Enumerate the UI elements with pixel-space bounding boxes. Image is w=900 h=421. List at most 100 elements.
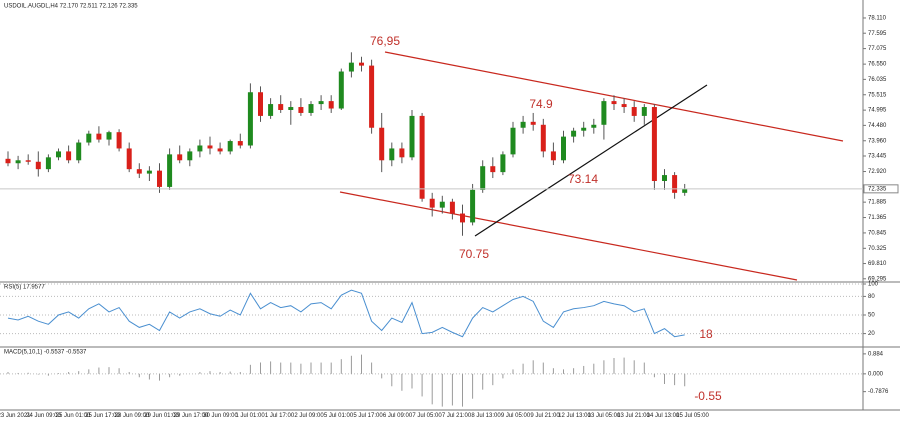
candle-body (56, 151, 61, 158)
candle-body (399, 148, 405, 158)
x-tick-label: 14 Jul 13:00 (647, 413, 680, 419)
candle-body (116, 132, 122, 149)
x-tick-label: 7 Jul 21:00 (442, 413, 472, 419)
y-tick-label: 50 (868, 313, 875, 319)
x-tick-label: 15 Jul 05:00 (676, 413, 709, 419)
y-tick-label: 73.445 (868, 154, 887, 160)
candle-body (106, 132, 112, 140)
chart-title: USDOIL.AUGDL,H4 72.170 72.511 72.126 72.… (4, 4, 138, 10)
candle-body (651, 107, 657, 181)
candle-body (369, 65, 375, 128)
y-tick-label: 20 (868, 331, 875, 337)
annotation: 74.9 (529, 97, 553, 111)
candle-body (379, 127, 385, 161)
candle-body (217, 148, 223, 152)
y-tick-label: 69.810 (868, 261, 887, 267)
y-tick-label: 77.075 (868, 46, 887, 52)
candle-body (429, 198, 435, 208)
x-tick-label: 25 Jun 17:00 (85, 413, 120, 419)
candle-body (197, 145, 203, 152)
candle-body (359, 62, 364, 66)
candle-body (45, 157, 51, 170)
y-tick-label: 71.885 (868, 200, 887, 206)
candle-body (258, 92, 263, 116)
candle-body (157, 170, 162, 187)
candle-body (328, 101, 334, 109)
x-tick-label: 9 Jul 21:00 (530, 413, 560, 419)
candle-body (591, 124, 597, 128)
channel-line (339, 191, 798, 281)
candle-body (500, 154, 506, 173)
candle-body (662, 175, 667, 181)
candle-body (550, 151, 556, 161)
candle-body (76, 142, 82, 161)
rsi-line (7, 289, 685, 338)
candle-body (571, 130, 577, 137)
y-tick-label: 75.515 (868, 92, 887, 98)
last-price-label: 72.335 (868, 186, 887, 192)
y-tick-label: 70.325 (868, 246, 887, 252)
y-tick-label: 73.960 (868, 138, 887, 144)
y-tick-label: 70.845 (868, 231, 887, 237)
candle-body (167, 154, 173, 187)
x-tick-label: 1 Jul 01:00 (235, 413, 265, 419)
candle-body (419, 115, 425, 199)
y-tick-label: -0.7876 (868, 389, 889, 395)
candle-body (631, 107, 637, 116)
y-tick-label: 72.920 (868, 169, 887, 175)
panel-title: RSI(5) 17.9577 (4, 285, 45, 291)
candle-body (601, 101, 607, 125)
y-tick-label: 0.884 (868, 351, 884, 357)
y-tick-label: 100 (868, 282, 879, 288)
x-tick-label: 24 Jun 09:00 (26, 413, 61, 419)
x-tick-label: 9 Jul 05:00 (501, 413, 531, 419)
y-tick-label: 76.550 (868, 62, 887, 68)
candle-body (510, 127, 516, 155)
x-tick-label: 25 Jun 01:00 (56, 413, 91, 419)
candle-body (268, 104, 274, 116)
x-tick-label: 7 Jul 05:00 (412, 413, 442, 419)
candle-body (490, 166, 496, 173)
x-tick-label: 29 Jun 17:00 (174, 413, 209, 419)
candle-body (530, 121, 536, 125)
candle-body (308, 104, 314, 113)
candle-body (318, 101, 324, 105)
candle-body (5, 158, 11, 164)
annotation: 18 (699, 327, 713, 341)
panel-title: MACD(5,10,1) -0.5537 -0.5537 (4, 350, 87, 356)
candle-body (520, 121, 526, 128)
x-tick-label: 28 Jun 09:00 (115, 413, 150, 419)
candle-body (460, 213, 465, 223)
candle-body (247, 92, 253, 146)
x-tick-label: 12 Jul 13:00 (558, 413, 591, 419)
candle-body (35, 161, 41, 170)
candle-body (449, 201, 455, 214)
y-tick-label: 74.995 (868, 108, 887, 114)
candle-body (540, 124, 546, 152)
candle-body (237, 141, 243, 146)
candle-body (672, 175, 678, 193)
x-tick-label: 23 Jun 2021 (0, 413, 31, 419)
candle-body (146, 170, 152, 174)
last-price-box (863, 184, 899, 194)
y-tick-label: 77.595 (868, 31, 887, 37)
x-tick-label: 8 Jul 13:00 (471, 413, 501, 419)
candle-body (389, 148, 395, 161)
candle-body (86, 133, 92, 143)
candle-body (439, 201, 445, 208)
candle-body (136, 169, 142, 174)
x-tick-label: 5 Jul 17:00 (353, 413, 383, 419)
candle-body (621, 104, 627, 108)
candle-body (480, 166, 486, 190)
candle-body (470, 189, 476, 223)
x-tick-label: 13 Jul 05:00 (588, 413, 621, 419)
candle-body (66, 151, 72, 161)
annotation: -0.55 (694, 389, 722, 403)
candle-body (409, 115, 415, 158)
x-tick-label: 5 Jul 01:00 (324, 413, 354, 419)
candle-body (682, 188, 688, 193)
candle-body (227, 141, 233, 152)
candle-body (207, 145, 213, 149)
candle-body (15, 160, 21, 164)
